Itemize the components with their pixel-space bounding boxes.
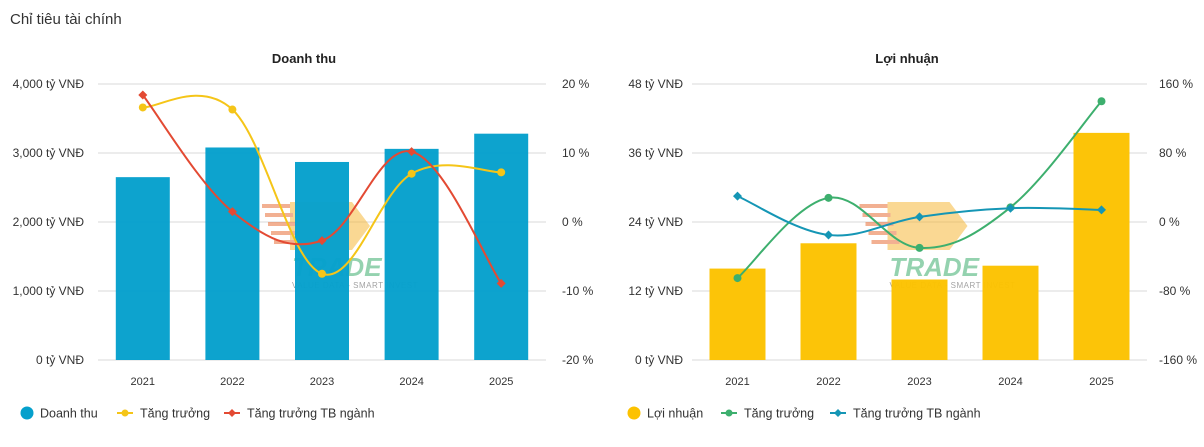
y-left-tick-label: 48 tỷ VNĐ [628, 77, 683, 91]
y-right-tick-label: 160 % [1159, 77, 1193, 91]
watermark-stripe-icon [271, 231, 299, 235]
y-left-tick-label: 12 tỷ VNĐ [628, 284, 683, 298]
y-left-tick-label: 3,000 tỷ VNĐ [13, 146, 85, 160]
legend-diamond-icon [834, 409, 842, 417]
industry-growth-point-2024[interactable] [1006, 203, 1015, 213]
bar-2024[interactable] [384, 148, 439, 360]
industry-growth-point-2022[interactable] [227, 207, 237, 217]
x-tick-label: 2024 [998, 376, 1022, 388]
y-right-tick-label: 80 % [1159, 146, 1187, 160]
y-left-tick-label: 4,000 tỷ VNĐ [13, 77, 85, 91]
y-right-tick-label: -80 % [1159, 284, 1191, 298]
y-right-tick-label: 0 % [1159, 215, 1180, 229]
x-tick-label: 2025 [1089, 376, 1113, 388]
y-right-tick-label: 0 % [562, 215, 583, 229]
industry-growth-point-2025[interactable] [496, 278, 506, 288]
watermark-stripe-icon [262, 204, 290, 208]
x-tick-label: 2023 [907, 376, 931, 388]
line-industry-growth [142, 94, 503, 284]
x-tick-label: 2021 [131, 376, 155, 388]
bar-2021[interactable] [115, 177, 170, 360]
y-left-tick-label: 36 tỷ VNĐ [628, 146, 683, 160]
revenue-chart: Doanh thu 0 tỷ VNĐ -20 % 1,000 tỷ VNĐ -10 % 2… [13, 51, 594, 421]
watermark-stripe-icon [274, 240, 302, 244]
bar-2022[interactable] [800, 243, 857, 360]
legend-line-label[interactable]: Tăng trưởng TB ngành [247, 407, 375, 421]
watermark-stripe-icon [268, 222, 296, 226]
y-left-tick-label: 1,000 tỷ VNĐ [13, 284, 85, 298]
industry-growth-point-2023[interactable] [915, 212, 924, 222]
chart-title: Doanh thu [272, 51, 336, 66]
y-right-tick-label: -160 % [1159, 353, 1197, 367]
bar-2022[interactable] [205, 147, 260, 360]
y-left-tick-label: 2,000 tỷ VNĐ [13, 215, 85, 229]
growth-point-2021[interactable] [733, 274, 742, 283]
chart-title: Lợi nhuận [875, 51, 938, 66]
growth-point-2023[interactable] [318, 269, 326, 278]
watermark-stripe-icon [871, 240, 900, 244]
bar-2025[interactable] [1073, 132, 1130, 360]
bar-2023[interactable] [295, 161, 349, 360]
bar-2023[interactable] [891, 279, 948, 361]
y-left-tick-label: 24 tỷ VNĐ [628, 215, 683, 229]
y-right-tick-label: 10 % [562, 146, 590, 160]
legend-bar-label[interactable]: Lợi nhuận [647, 407, 703, 421]
growth-point-2021[interactable] [138, 103, 147, 112]
industry-growth-point-2024[interactable] [407, 147, 417, 157]
page-title: Chỉ tiêu tài chính [10, 11, 122, 28]
watermark-stripe-icon [859, 204, 888, 208]
y-right-tick-label: -20 % [562, 353, 594, 367]
growth-point-2025[interactable] [1097, 97, 1106, 106]
watermark-stripe-icon [868, 231, 897, 235]
profit-chart: Lợi nhuận 0 tỷ VNĐ -160 % 12 tỷ VNĐ -80 % 24 … [627, 51, 1197, 421]
y-left-tick-label: 0 tỷ VNĐ [36, 353, 84, 367]
legend-diamond-icon [228, 409, 236, 417]
x-tick-label: 2022 [816, 376, 840, 388]
growth-point-2024[interactable] [407, 169, 416, 178]
x-tick-label: 2021 [725, 376, 749, 388]
bar-2021[interactable] [709, 268, 766, 360]
bar-2024[interactable] [982, 265, 1039, 360]
legend-bar-marker[interactable] [20, 406, 34, 420]
growth-point-2023[interactable] [915, 243, 924, 252]
growth-point-2022[interactable] [824, 193, 833, 202]
legend-line-label[interactable]: Tăng trưởng [140, 407, 210, 421]
legend-circle-icon [725, 409, 733, 417]
industry-growth-point-2021[interactable] [733, 191, 742, 201]
industry-growth-point-2021[interactable] [138, 90, 148, 100]
legend-circle-icon [121, 409, 129, 417]
y-left-tick-label: 0 tỷ VNĐ [635, 353, 683, 367]
watermark-brand: TRADE [890, 252, 980, 282]
watermark-tagline: VALUE DATA - SMART INVEST [292, 281, 418, 290]
growth-point-2025[interactable] [497, 168, 506, 177]
watermark-stripe-icon [265, 213, 293, 217]
y-right-tick-label: -10 % [562, 284, 594, 298]
y-right-tick-label: 20 % [562, 77, 590, 91]
industry-growth-point-2022[interactable] [824, 230, 833, 240]
legend-line-label[interactable]: Tăng trưởng TB ngành [853, 407, 981, 421]
legend-line-label[interactable]: Tăng trưởng [744, 407, 814, 421]
legend-bar-label[interactable]: Doanh thu [40, 407, 98, 421]
x-tick-label: 2025 [489, 376, 513, 388]
legend-bar-marker[interactable] [627, 406, 641, 420]
growth-point-2022[interactable] [228, 105, 237, 114]
watermark-tagline: VALUE DATA - SMART INVEST [890, 281, 1016, 290]
industry-growth-point-2023[interactable] [317, 236, 327, 246]
industry-growth-point-2025[interactable] [1097, 205, 1106, 215]
watermark-stripe-icon [862, 213, 891, 217]
x-tick-label: 2023 [310, 376, 334, 388]
x-tick-label: 2024 [399, 376, 423, 388]
x-tick-label: 2022 [220, 376, 244, 388]
